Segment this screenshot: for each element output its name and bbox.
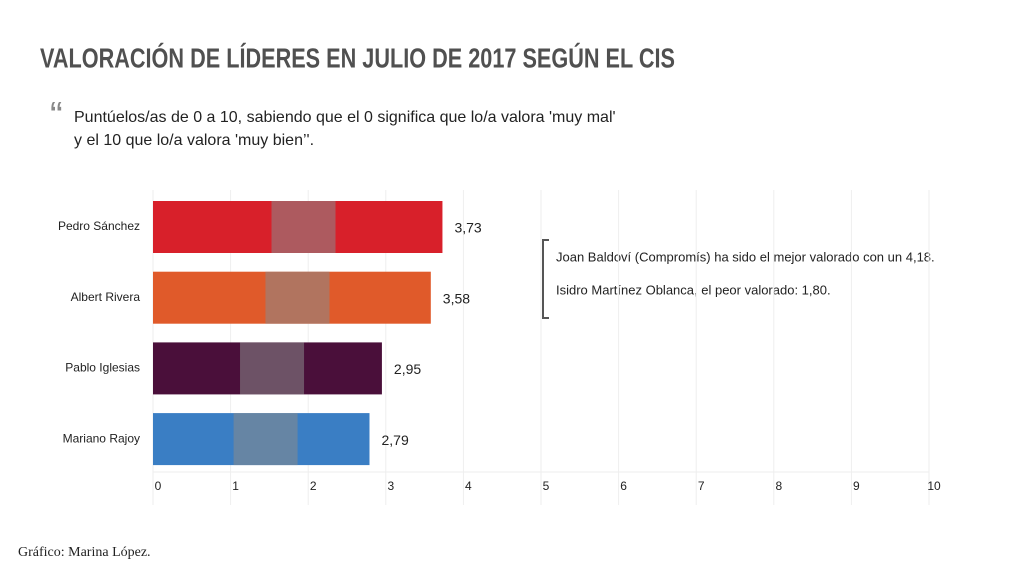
annotation: Joan Baldoví (Compromís) ha sido el mejo… [556,249,935,264]
value-label: 3,58 [443,290,470,306]
x-tick-label: 5 [543,479,550,493]
x-tick-label: 2 [310,479,317,493]
x-tick-label: 7 [698,479,705,493]
subtitle: y el 10 que lo/a valora 'muy bien’'. [74,132,314,149]
subtitle: Puntúelos/as de 0 a 10, sabiendo que el … [74,109,616,126]
value-label: 2,95 [394,361,421,377]
quote-mark: “ [50,95,63,137]
x-tick-label: 4 [465,479,472,493]
value-label: 2,79 [382,432,409,448]
leader-photo [233,413,298,466]
value-label: 3,73 [454,220,481,236]
y-tick-label: Albert Rivera [71,290,141,304]
x-tick-label: 3 [387,479,394,493]
x-tick-label: 8 [775,479,782,493]
x-tick-label: 6 [620,479,627,493]
leader-photo [271,201,336,253]
credit: Gráfico: Marina López. [18,545,151,560]
x-tick-label: 1 [232,479,239,493]
y-tick-label: Mariano Rajoy [63,431,140,445]
chart-title: VALORACIÓN DE LÍDERES EN JULIO DE 2017 S… [40,42,675,73]
annotation: Isidro Martínez Oblanca, el peor valorad… [556,282,831,297]
x-tick-label: 0 [155,479,162,493]
y-tick-label: Pedro Sánchez [58,219,140,233]
x-tick-label: 9 [853,479,860,493]
leader-photo [240,342,305,395]
x-tick-label: 10 [927,479,941,493]
y-tick-label: Pablo Iglesias [65,361,140,375]
leader-photo [265,271,330,324]
annotation-bracket [542,239,549,319]
